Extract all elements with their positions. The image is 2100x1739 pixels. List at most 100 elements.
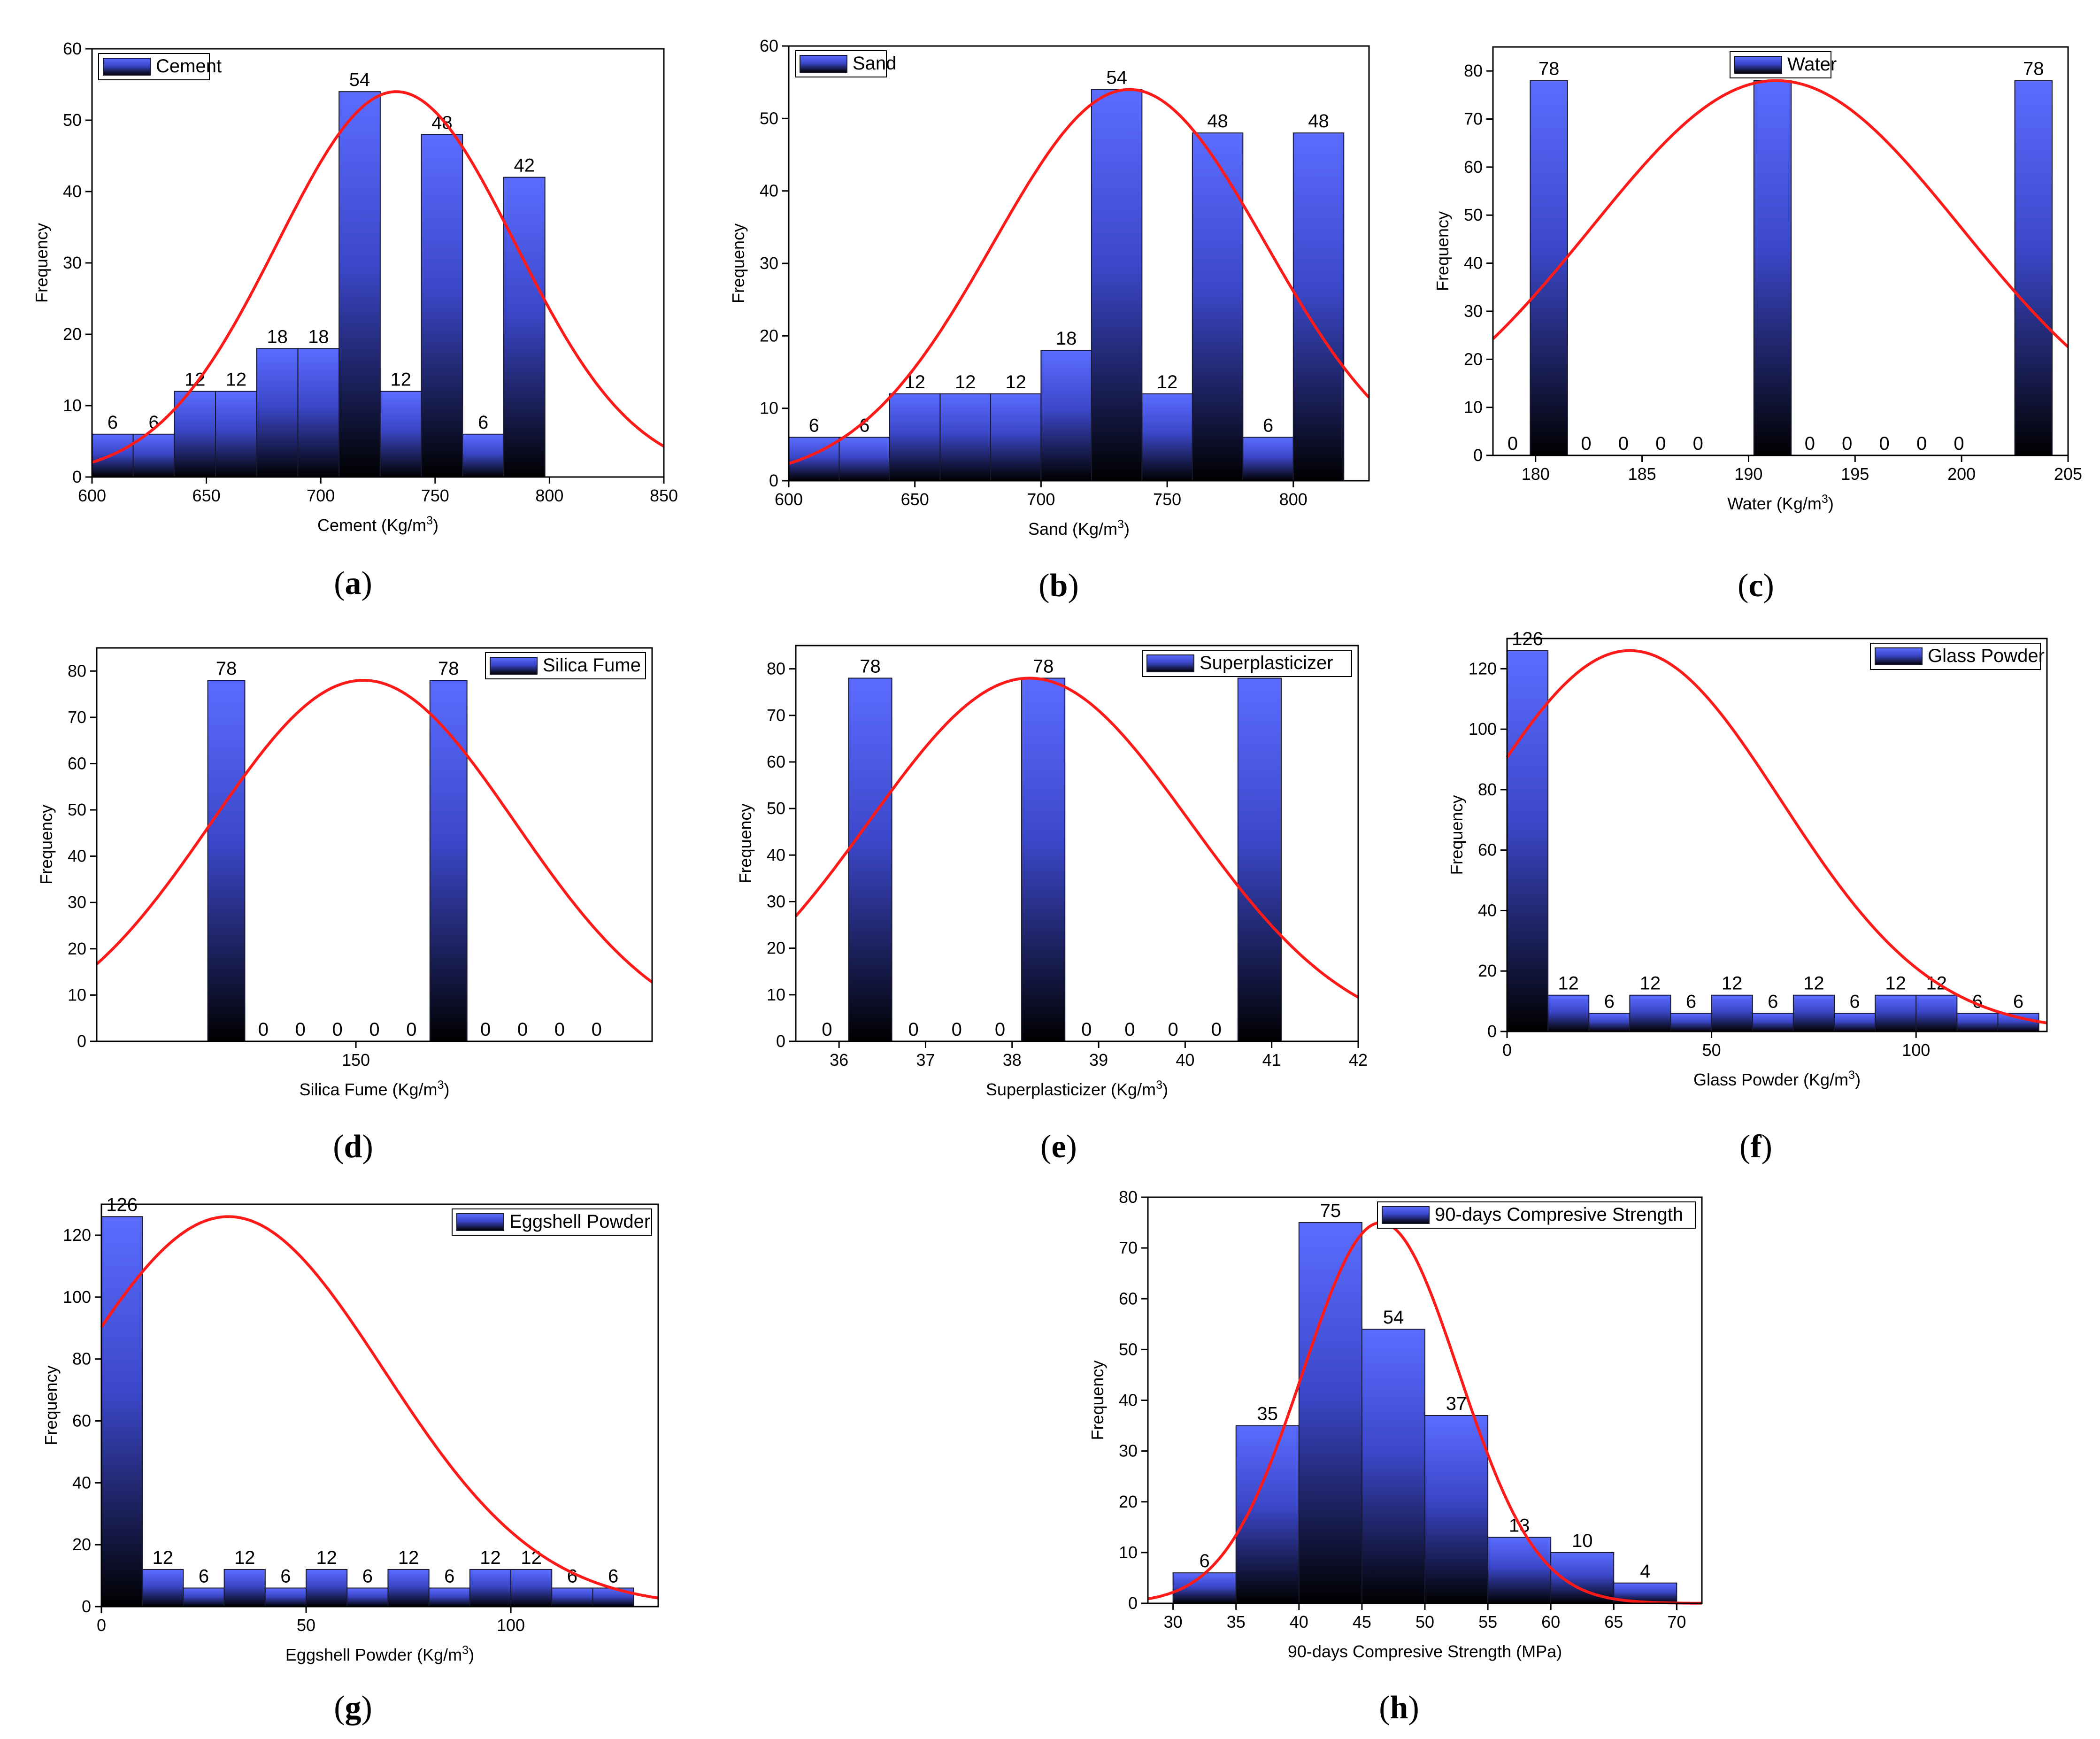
y-axis-label: Frequency [1433, 211, 1452, 291]
legend-label: Silica Fume [543, 655, 641, 676]
y-tick-label: 40 [72, 1473, 91, 1492]
bar [207, 680, 246, 1042]
panel-label: (b) [1038, 568, 1079, 604]
bar-value-label: 0 [1211, 1019, 1222, 1040]
y-tick-label: 80 [1478, 780, 1497, 799]
y-tick-label: 60 [767, 752, 785, 771]
x-tick-label: 30 [1164, 1612, 1183, 1631]
y-tick-label: 60 [760, 36, 778, 55]
bar [462, 433, 504, 477]
bar-value-label: 6 [478, 412, 488, 433]
normal-distribution-curve [92, 90, 665, 464]
bar-value-label: 18 [308, 326, 329, 347]
panel-label: (a) [334, 565, 372, 601]
bar-value-label: 0 [1916, 433, 1927, 454]
x-tick-label: 185 [1628, 464, 1656, 484]
x-tick-label: 0 [97, 1616, 106, 1635]
x-tick-label: 150 [342, 1050, 370, 1070]
bar-value-label: 78 [2023, 59, 2044, 79]
bar [1507, 650, 1549, 1032]
legend-label: Sand [853, 53, 896, 74]
bar-value-label: 6 [1686, 991, 1696, 1012]
y-tick-label: 10 [68, 985, 86, 1004]
normal-distribution-curve [95, 678, 653, 984]
normal-distribution-curve [788, 88, 1370, 465]
bar-value-label: 6 [280, 1566, 291, 1586]
bar [1235, 1425, 1300, 1604]
y-tick-label: 50 [1464, 205, 1483, 224]
plot-frame [795, 645, 1359, 1042]
y-tick-label: 10 [767, 985, 785, 1004]
y-tick-label: 40 [1478, 900, 1497, 920]
bar-value-label: 48 [1308, 111, 1329, 131]
bar [1711, 994, 1753, 1032]
bar-value-label: 12 [316, 1547, 337, 1568]
x-tick-label: 700 [1027, 490, 1055, 509]
normal-distribution-curve [794, 677, 1359, 999]
y-axis-label: Frequency [1088, 1360, 1107, 1440]
x-tick-label: 200 [1947, 464, 1976, 484]
x-tick-label: 50 [1415, 1612, 1434, 1631]
bar-value-label: 0 [1655, 433, 1666, 454]
y-tick-label: 60 [72, 1411, 91, 1430]
panel-label: (d) [333, 1129, 373, 1165]
bar-value-label: 42 [514, 155, 535, 176]
y-axis-label: Frequency [32, 223, 51, 303]
bar [429, 680, 468, 1042]
x-tick-label: 800 [535, 486, 563, 505]
y-tick-label: 40 [68, 846, 86, 866]
y-tick-label: 20 [767, 939, 785, 958]
x-tick-label: 190 [1734, 464, 1762, 484]
y-tick-label: 50 [1119, 1339, 1138, 1359]
x-tick-label: 850 [650, 486, 678, 505]
y-axis-label: Frequency [1447, 795, 1466, 875]
bar-value-label: 18 [267, 326, 288, 347]
bar-value-label: 54 [1383, 1307, 1404, 1328]
bar [1361, 1329, 1426, 1604]
bar-value-label: 54 [349, 69, 370, 90]
y-tick-label: 30 [1464, 301, 1483, 321]
bar-value-label: 12 [1722, 973, 1743, 994]
bar [1141, 393, 1193, 481]
y-tick-label: 20 [760, 326, 778, 345]
y-axis-label: Frequency [736, 803, 755, 883]
bar-value-label: 12 [480, 1547, 501, 1568]
bar [1237, 677, 1282, 1042]
x-tick-label: 38 [1003, 1050, 1022, 1070]
x-tick-label: 65 [1604, 1612, 1623, 1631]
bar [1956, 1013, 1999, 1032]
bar-value-label: 6 [444, 1566, 454, 1586]
bar-value-label: 0 [1954, 433, 1964, 454]
y-tick-label: 10 [1464, 398, 1483, 417]
bar [1292, 132, 1345, 481]
x-tick-label: 100 [497, 1616, 525, 1635]
bar [838, 437, 890, 482]
y-tick-label: 50 [68, 800, 86, 819]
bar-value-label: 6 [567, 1566, 577, 1586]
bar-value-label: 35 [1257, 1404, 1278, 1424]
y-tick-label: 0 [776, 1031, 785, 1051]
bar-value-label: 0 [1618, 433, 1629, 454]
bar [1424, 1415, 1489, 1604]
x-tick-label: 750 [1153, 490, 1181, 509]
y-tick-label: 0 [1128, 1593, 1138, 1613]
y-tick-label: 20 [68, 939, 86, 958]
y-tick-label: 70 [1464, 109, 1483, 129]
bar [551, 1587, 593, 1607]
bar-value-label: 0 [952, 1019, 962, 1040]
bar [428, 1587, 470, 1607]
bar [990, 393, 1042, 481]
x-axis-label: Glass Powder (Kg/m3) [1693, 1069, 1861, 1089]
bar [264, 1587, 307, 1607]
x-tick-label: 60 [1541, 1612, 1560, 1631]
legend-label: Water [1787, 54, 1837, 75]
legend-label: Glass Powder [1928, 646, 2045, 666]
y-tick-label: 80 [1464, 61, 1483, 80]
bar-value-label: 6 [608, 1566, 618, 1586]
y-tick-label: 0 [769, 471, 778, 490]
x-tick-label: 205 [2054, 464, 2082, 484]
bar-value-label: 0 [1581, 433, 1591, 454]
